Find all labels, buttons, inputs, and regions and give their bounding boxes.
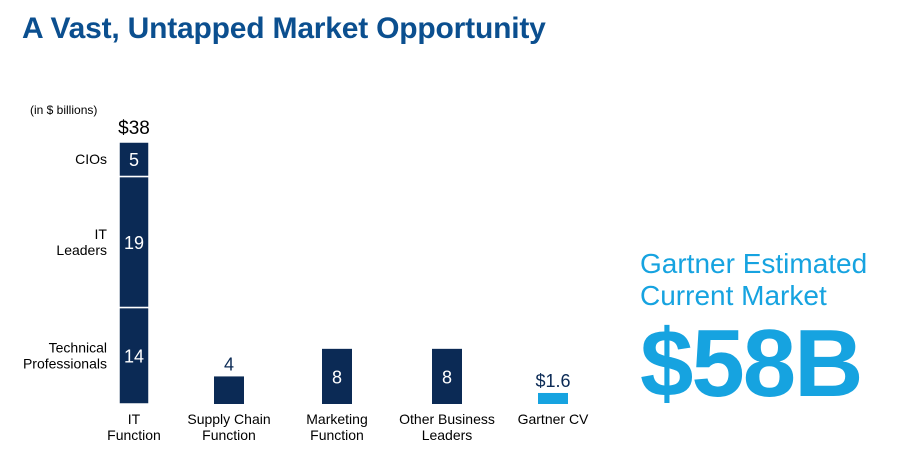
bar-value-label: 8 — [442, 367, 452, 387]
category-label: Function — [202, 427, 256, 443]
category-label: Function — [310, 427, 364, 443]
bar-value-label: $1.6 — [535, 371, 570, 391]
page-title: A Vast, Untapped Market Opportunity — [22, 12, 546, 45]
bar-value-label: 4 — [224, 354, 234, 374]
segment-name-label: Leaders — [56, 242, 107, 258]
callout-label-line2: Current Market — [640, 280, 827, 311]
bar-value-label: 5 — [129, 150, 139, 170]
callout-label-line1: Gartner Estimated — [640, 248, 868, 279]
bar-segment — [432, 348, 462, 404]
bar-segment — [118, 141, 150, 178]
callout-value: $58B — [640, 310, 864, 417]
bar-value-label: 8 — [332, 367, 342, 387]
category-label: Leaders — [422, 427, 473, 443]
bar-segment — [214, 376, 244, 404]
bar-value-label: 14 — [124, 347, 144, 367]
category-label: Other Business — [399, 411, 495, 427]
bar-segment — [322, 348, 352, 404]
market-chart: (in $ billions) 14 TechnicalProfessionals… — [23, 103, 589, 443]
category-label: Gartner CV — [518, 411, 589, 427]
category-label: Function — [107, 427, 161, 443]
segment-name-label: IT — [95, 226, 108, 242]
bar-value-label: 19 — [124, 233, 144, 253]
segment-name-label: Professionals — [23, 356, 107, 372]
segment-name-label: Technical — [49, 340, 107, 356]
category-label: Supply Chain — [187, 411, 270, 427]
bar-segment — [538, 392, 568, 404]
market-callout: Gartner Estimated Current Market $58B — [640, 248, 910, 414]
category-label: IT — [128, 411, 141, 427]
category-label: Marketing — [306, 411, 367, 427]
bar-segment — [118, 306, 150, 405]
unit-note: (in $ billions) — [30, 103, 97, 117]
segment-name-label: CIOs — [75, 151, 107, 167]
bar-total-label: $38 — [118, 118, 150, 139]
